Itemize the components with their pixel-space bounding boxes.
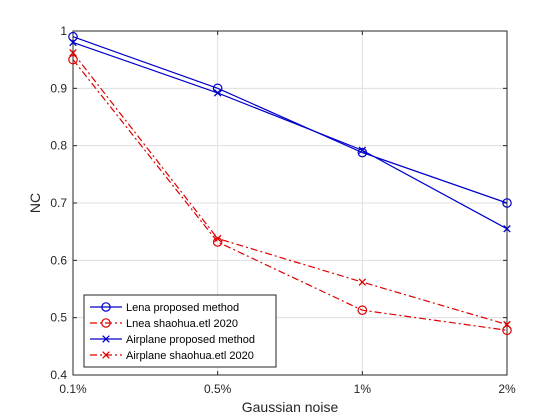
legend-label: Lena proposed method — [126, 302, 239, 314]
legend-label: Airplane proposed method — [126, 334, 255, 346]
y-tick-label: 0.6 — [50, 253, 67, 267]
x-tick-label: 0.1% — [59, 382, 87, 396]
y-tick-label: 0.8 — [50, 139, 67, 153]
y-tick-label: 0.7 — [50, 196, 67, 210]
legend-label: Lnea shaohua.etl 2020 — [126, 318, 238, 330]
x-tick-label: 2% — [498, 382, 516, 396]
y-tick-label: 0.9 — [50, 81, 67, 95]
y-tick-label: 1 — [60, 24, 67, 38]
x-tick-label: 1% — [354, 382, 372, 396]
y-axis-title: NC — [27, 193, 43, 213]
y-tick-label: 0.5 — [50, 311, 67, 325]
x-tick-label: 0.5% — [204, 382, 232, 396]
x-axis-title: Gaussian noise — [242, 399, 339, 415]
legend: Lena proposed method Lnea shaohua.etl 202… — [84, 295, 276, 367]
y-tick-label: 0.4 — [50, 368, 67, 382]
legend-label: Airplane shaohua.etl 2020 — [126, 350, 254, 362]
